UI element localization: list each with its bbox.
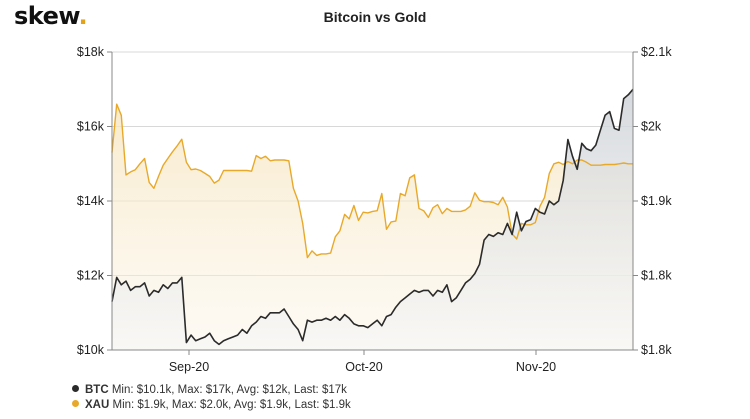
legend-btc-name: BTC bbox=[85, 384, 109, 396]
logo-dot: . bbox=[78, 2, 88, 30]
x-tick-label: Oct-20 bbox=[345, 360, 383, 374]
chart-title: Bitcoin vs Gold bbox=[323, 9, 427, 25]
x-axis-ticks: Sep-20 Oct-20 Nov-20 bbox=[169, 350, 556, 374]
right-tick-label: $1.8k bbox=[641, 269, 672, 283]
x-tick-label: Sep-20 bbox=[169, 360, 209, 374]
right-tick-label: $2k bbox=[641, 120, 662, 134]
left-tick-label: $12k bbox=[77, 269, 105, 283]
xau-series-line[interactable] bbox=[111, 103, 633, 259]
right-tick-label: $2.1k bbox=[641, 45, 672, 59]
left-tick-label: $16k bbox=[77, 120, 105, 134]
skew-logo: skew. bbox=[14, 2, 88, 30]
legend-xau-stats: Min: $1.9k, Max: $2.0k, Avg: $1.9k, Last… bbox=[112, 399, 351, 411]
logo-text: skew bbox=[14, 2, 79, 30]
left-axis-ticks: $10k $12k $14k $16k $18k bbox=[77, 45, 112, 357]
btc-series-line[interactable] bbox=[111, 88, 634, 346]
legend-xau-name: XAU bbox=[85, 399, 110, 411]
left-tick-label: $18k bbox=[77, 45, 105, 59]
legend-btc-stats: Min: $10.1k, Max: $17k, Avg: $12k, Last:… bbox=[111, 384, 347, 396]
right-tick-label: $1.8k bbox=[641, 343, 672, 357]
left-tick-label: $10k bbox=[77, 343, 105, 357]
legend-xau[interactable]: XAU Min: $1.9k, Max: $2.0k, Avg: $1.9k, … bbox=[72, 399, 351, 411]
right-axis-ticks: $1.8k $1.8k $1.9k $2k $2.1k bbox=[633, 45, 672, 357]
btc-bullet-icon bbox=[72, 385, 79, 392]
right-tick-label: $1.9k bbox=[641, 194, 672, 208]
xau-bullet-icon bbox=[72, 400, 79, 407]
x-tick-label: Nov-20 bbox=[516, 360, 556, 374]
left-tick-label: $14k bbox=[77, 194, 105, 208]
legend-btc[interactable]: BTC Min: $10.1k, Max: $17k, Avg: $12k, L… bbox=[72, 384, 347, 396]
btc-area-fill bbox=[112, 89, 633, 351]
